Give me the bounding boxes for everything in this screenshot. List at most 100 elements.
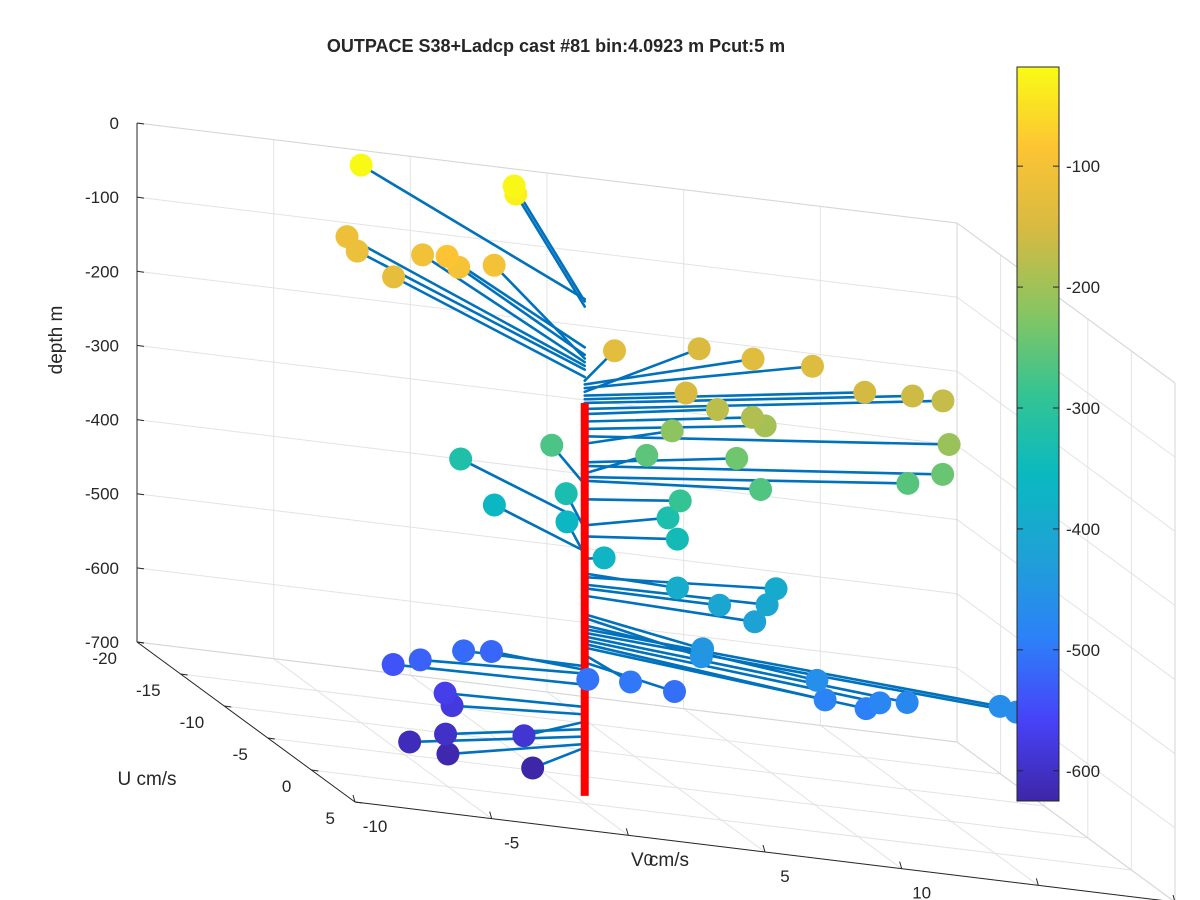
axes-box [136,122,1176,900]
side-wall-gridline-z [956,519,1176,680]
u-tick-mark [354,801,363,804]
z-tick-mark [136,344,145,347]
back-wall-gridline-z [136,493,958,595]
depth-point [764,577,788,601]
y-axis-label: U cm/s [117,769,176,790]
velocity-stem [583,457,739,464]
velocity-stem [359,163,587,301]
depth-point [335,225,359,249]
u-tick-mark [267,737,275,740]
v-tick-mark [489,811,493,819]
depth-point [674,381,698,405]
depth-point [521,756,545,780]
velocity-stem [514,192,587,308]
z-tick-label: -200 [85,262,119,281]
depth-point [931,389,955,413]
back-wall-gridline-z [136,344,958,446]
v-tick-label: -5 [504,834,519,853]
velocity-stem [583,435,951,446]
depth-point [668,489,692,513]
depth-point [896,471,920,495]
velocity-stem [583,464,944,476]
depth-point [433,681,457,705]
u-tick-mark [311,769,319,772]
depth-point [708,593,732,617]
floor-gridline-u [311,769,1132,871]
colorbar-tick-label: -200 [1066,278,1100,297]
velocity-stem [583,364,814,390]
side-wall-gridline-z [956,370,1176,532]
z-tick-label: 0 [110,114,119,133]
floor-gridline-u [267,737,1088,839]
colorbar-ticks: -100 -200 -300 -400 -500 -600 [1017,157,1100,781]
depth-point [660,419,684,443]
depth-point [482,493,506,517]
side-wall-gridline-z [956,667,1176,829]
velocity-stem [445,255,587,349]
u-axis-line [136,641,356,803]
v-tick-mark [1035,878,1039,886]
depth-point [555,510,579,534]
depth-point [502,174,526,198]
floor-gridline-v [683,708,902,870]
colorbar-tick-label: -500 [1066,641,1100,660]
u-tick-label: 0 [282,777,291,796]
velocity-stem [392,275,587,379]
depth-point [381,653,405,677]
depth-point [452,639,476,663]
depth-point [805,668,829,692]
depth-point [656,506,680,530]
depth-point [479,640,503,664]
floor-gridline-u [180,673,1001,775]
depth-point [349,153,373,177]
back-wall-gridline-z [136,419,958,521]
depth-point [988,694,1012,718]
velocity-stem [583,635,909,704]
v-tick-mark [762,844,766,853]
depth-point [482,253,506,277]
depth-point [554,482,578,506]
velocity-stem [583,479,762,491]
v-tick-mark [625,828,629,836]
depth-point [937,432,961,456]
velocity-stem [583,612,704,651]
velocity-stem [583,535,679,541]
u-tick-mark [136,641,145,644]
velocity-stem [583,498,682,503]
velocity-stem [457,266,587,357]
depth-point [576,667,600,691]
depth-point [382,265,406,289]
depth-point [603,339,627,363]
v-tick-mark [899,861,903,869]
x-axis-label: V cm/s [631,850,689,871]
velocity-stem [583,631,1018,714]
colorbar-tick-label: -100 [1066,157,1100,176]
depth-point [741,347,765,371]
depth-point [665,576,689,600]
depth-point [813,688,837,712]
floor-gridline-v [546,691,766,853]
z-tick-mark [136,196,145,199]
velocity-stem [583,429,674,446]
velocity-stem [583,475,910,485]
depth-point [398,730,422,754]
z-tick-mark [136,270,145,273]
depth-point [895,691,919,715]
velocity-stem [418,658,587,675]
velocity-stem [583,391,688,397]
z-tick-label: -500 [85,485,119,504]
depth-point [635,443,659,467]
colorbar-tick-label: -400 [1066,520,1100,539]
velocity-stem [446,742,587,756]
depth-point [740,405,764,429]
v-tick-label: -10 [363,817,388,836]
velocity-stem [443,691,587,709]
z-tick-mark [136,493,145,496]
box-edge-floor-back [136,641,958,743]
velocity-stem [583,391,867,401]
v-tick-mark [352,794,356,803]
depth-point [725,446,749,470]
colorbar-tick-label: -300 [1066,399,1100,418]
colorbar-gradient [1016,66,1060,802]
